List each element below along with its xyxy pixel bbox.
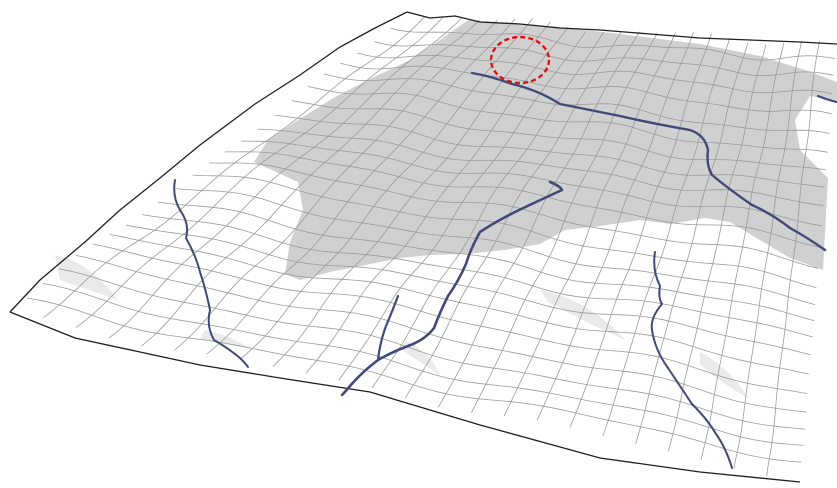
river-central bbox=[340, 180, 564, 397]
mesh-column-line bbox=[272, 21, 551, 368]
ridge-shadow-west bbox=[55, 255, 118, 300]
mesh-column-line bbox=[75, 16, 444, 328]
mesh-column-line bbox=[470, 32, 658, 414]
mesh-column-line bbox=[733, 41, 803, 469]
mesh-column-line bbox=[766, 41, 820, 477]
mesh-column-line bbox=[602, 37, 731, 437]
terrain-mesh bbox=[26, 15, 836, 477]
mesh-column-line bbox=[668, 44, 767, 452]
river-north bbox=[470, 71, 827, 252]
mesh-column-line bbox=[173, 20, 498, 351]
river-east-edge bbox=[816, 94, 837, 104]
mesh-column-line bbox=[206, 18, 516, 355]
ridge-shadow-south bbox=[540, 290, 625, 340]
mesh-column-line bbox=[141, 19, 480, 347]
mesh-column-line bbox=[700, 42, 785, 460]
mesh-column-line bbox=[437, 31, 640, 408]
mesh-column-line bbox=[43, 15, 426, 318]
mesh-column-line bbox=[536, 31, 694, 421]
river-west bbox=[173, 179, 249, 368]
shaded-region bbox=[254, 20, 837, 280]
highlight-circle bbox=[489, 35, 551, 85]
mesh-column-line bbox=[371, 31, 604, 389]
mesh-column-line bbox=[108, 18, 462, 339]
mesh-column-line bbox=[569, 33, 712, 428]
mesh-column-line bbox=[404, 31, 622, 399]
river-central-branch bbox=[376, 294, 400, 362]
river-southeast bbox=[650, 251, 733, 469]
mesh-column-line bbox=[635, 42, 749, 445]
mesh-column-line bbox=[305, 27, 569, 375]
ridge-shadow-southwest bbox=[200, 330, 250, 348]
mesh-column-line bbox=[338, 31, 587, 381]
terrain-outline bbox=[9, 11, 837, 483]
ridge-shadow-east bbox=[700, 352, 748, 398]
terrain-relief-shading bbox=[55, 255, 748, 398]
mesh-column-line bbox=[503, 32, 676, 417]
